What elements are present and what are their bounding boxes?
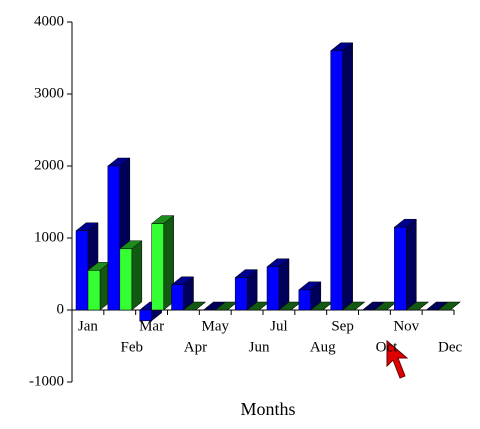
y-tick-label: 3000 [34,85,64,101]
bar-side [342,42,353,311]
x-tick-label: Aug [310,339,336,355]
x-tick-label: Feb [121,339,144,355]
bar [298,289,312,311]
bar [171,284,184,311]
bar [87,270,101,311]
bar [75,230,89,311]
bar-side [406,218,417,311]
y-tick-label: 2000 [34,157,64,173]
bar [151,223,164,311]
bar-top [437,301,461,311]
bar [119,248,133,311]
bar [139,309,152,322]
mouse-cursor [386,339,409,379]
x-tick-label: Jul [270,318,288,334]
bar [234,277,248,311]
x-tick-label: Mar [139,318,164,334]
bar [394,226,407,311]
bar-side [278,258,290,311]
x-tick-label: Jan [78,318,98,334]
bar [107,165,121,311]
bar-side [131,240,143,311]
bar-top [341,301,366,311]
y-tick-label: -1000 [29,373,64,389]
x-tick-label: Dec [438,339,462,355]
y-tick-label: 1000 [34,229,64,245]
x-tick-label: May [202,318,230,334]
bar [330,50,343,311]
x-tick-label: Sep [331,318,354,334]
x-tick-label: Apr [184,339,207,355]
bar-top [405,301,430,311]
bar-top [182,301,207,311]
x-tick-label: Jun [249,339,270,355]
y-tick-label: 4000 [34,13,64,29]
y-tick-label: 0 [57,301,65,317]
x-tick-label: Oct [376,339,398,355]
x-axis-title: Months [240,399,295,419]
bar [266,266,280,311]
x-tick-label: Nov [393,318,419,334]
